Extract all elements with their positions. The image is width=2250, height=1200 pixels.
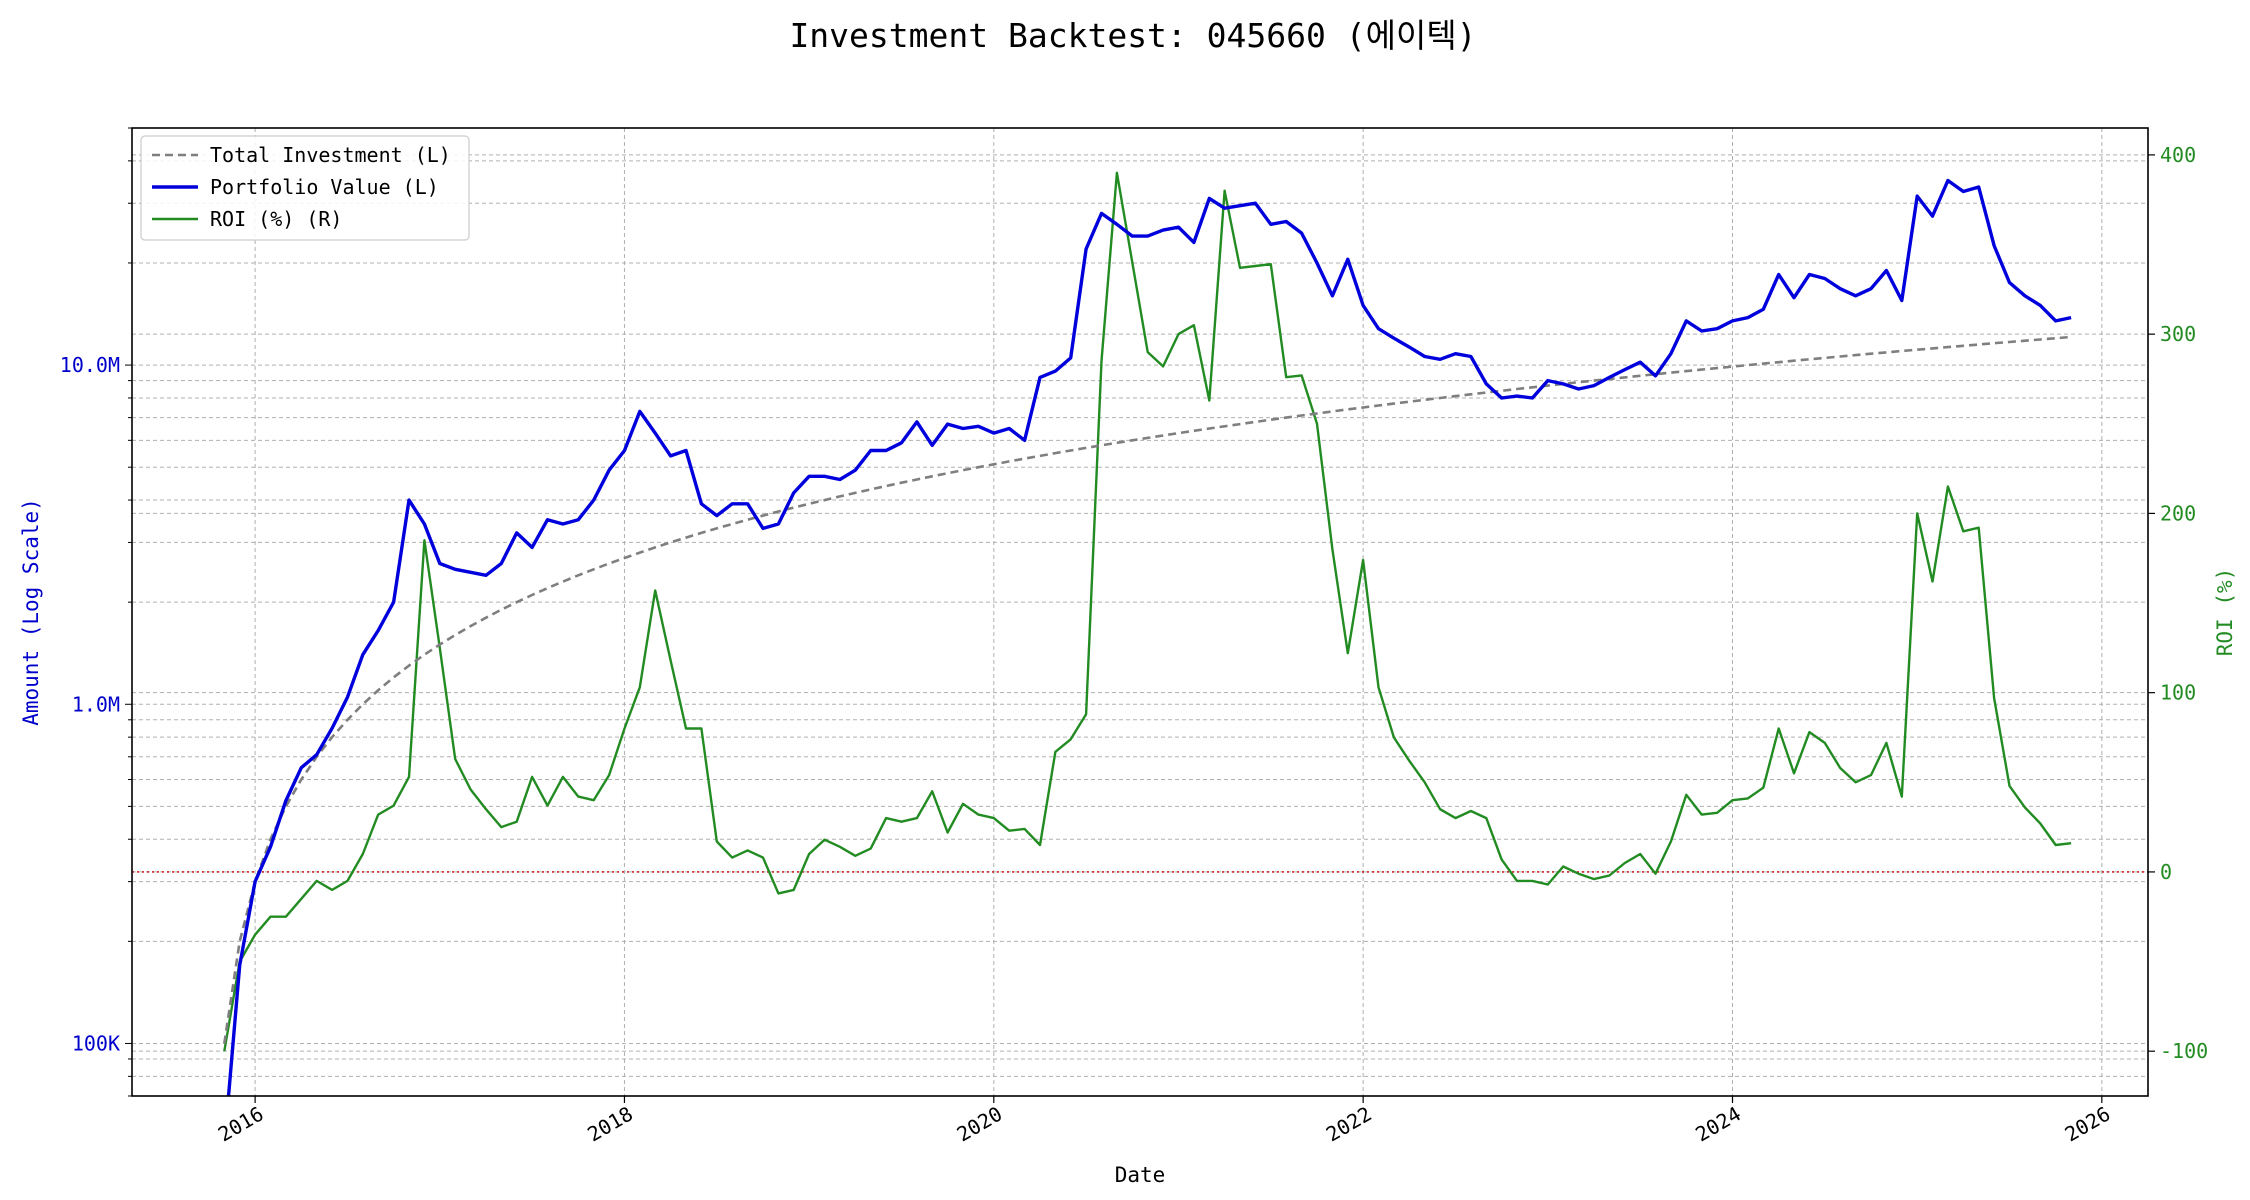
y-right-tick-label: 200: [2160, 501, 2196, 525]
y-left-tick-label: 1.0M: [72, 692, 120, 716]
x-tick-label: 2020: [953, 1102, 1007, 1147]
grid: [132, 127, 2148, 1097]
x-tick-label: 2022: [1322, 1102, 1376, 1147]
roi-line: [223, 171, 2072, 1052]
y-right-tick-label: 0: [2160, 860, 2172, 884]
y-axis-right-label: ROI (%): [2213, 568, 2237, 657]
legend-label-portfolio-value: Portfolio Value (L): [210, 175, 439, 199]
legend-box: [140, 135, 470, 241]
chart-title: Investment Backtest: 045660 (에이텍): [789, 16, 1476, 55]
y-left-tick-label: 10.0M: [60, 353, 120, 377]
legend-label-roi: ROI (%) (R): [210, 207, 342, 231]
total-investment-line: [223, 335, 2072, 1044]
y-axis-left-label: Amount (Log Scale): [19, 498, 43, 726]
legend-label-total-investment: Total Investment (L): [210, 143, 451, 167]
y-left-tick-label: 100K: [72, 1031, 120, 1055]
plot-frame: [131, 127, 2149, 1097]
axis-ticks: 2016 2018 2020 2022 2024 2026 100K 1.0M 10.0M -10…: [60, 127, 2208, 1147]
x-tick-label: 2018: [583, 1102, 637, 1147]
y-right-tick-label: 300: [2160, 322, 2196, 346]
x-tick-label: 2026: [2061, 1102, 2115, 1147]
x-axis-label: Date: [1115, 1163, 1166, 1187]
portfolio-value-line: [226, 178, 2072, 1096]
y-right-tick-label: 100: [2160, 681, 2196, 705]
y-right-tick-label: 400: [2160, 143, 2196, 167]
x-tick-label: 2024: [1691, 1102, 1745, 1147]
legend: Total Investment (L) Portfolio Value (L)…: [140, 135, 470, 241]
plot-area: [132, 171, 2148, 1096]
x-tick-label: 2016: [214, 1102, 268, 1147]
y-right-tick-label: -100: [2160, 1039, 2208, 1063]
